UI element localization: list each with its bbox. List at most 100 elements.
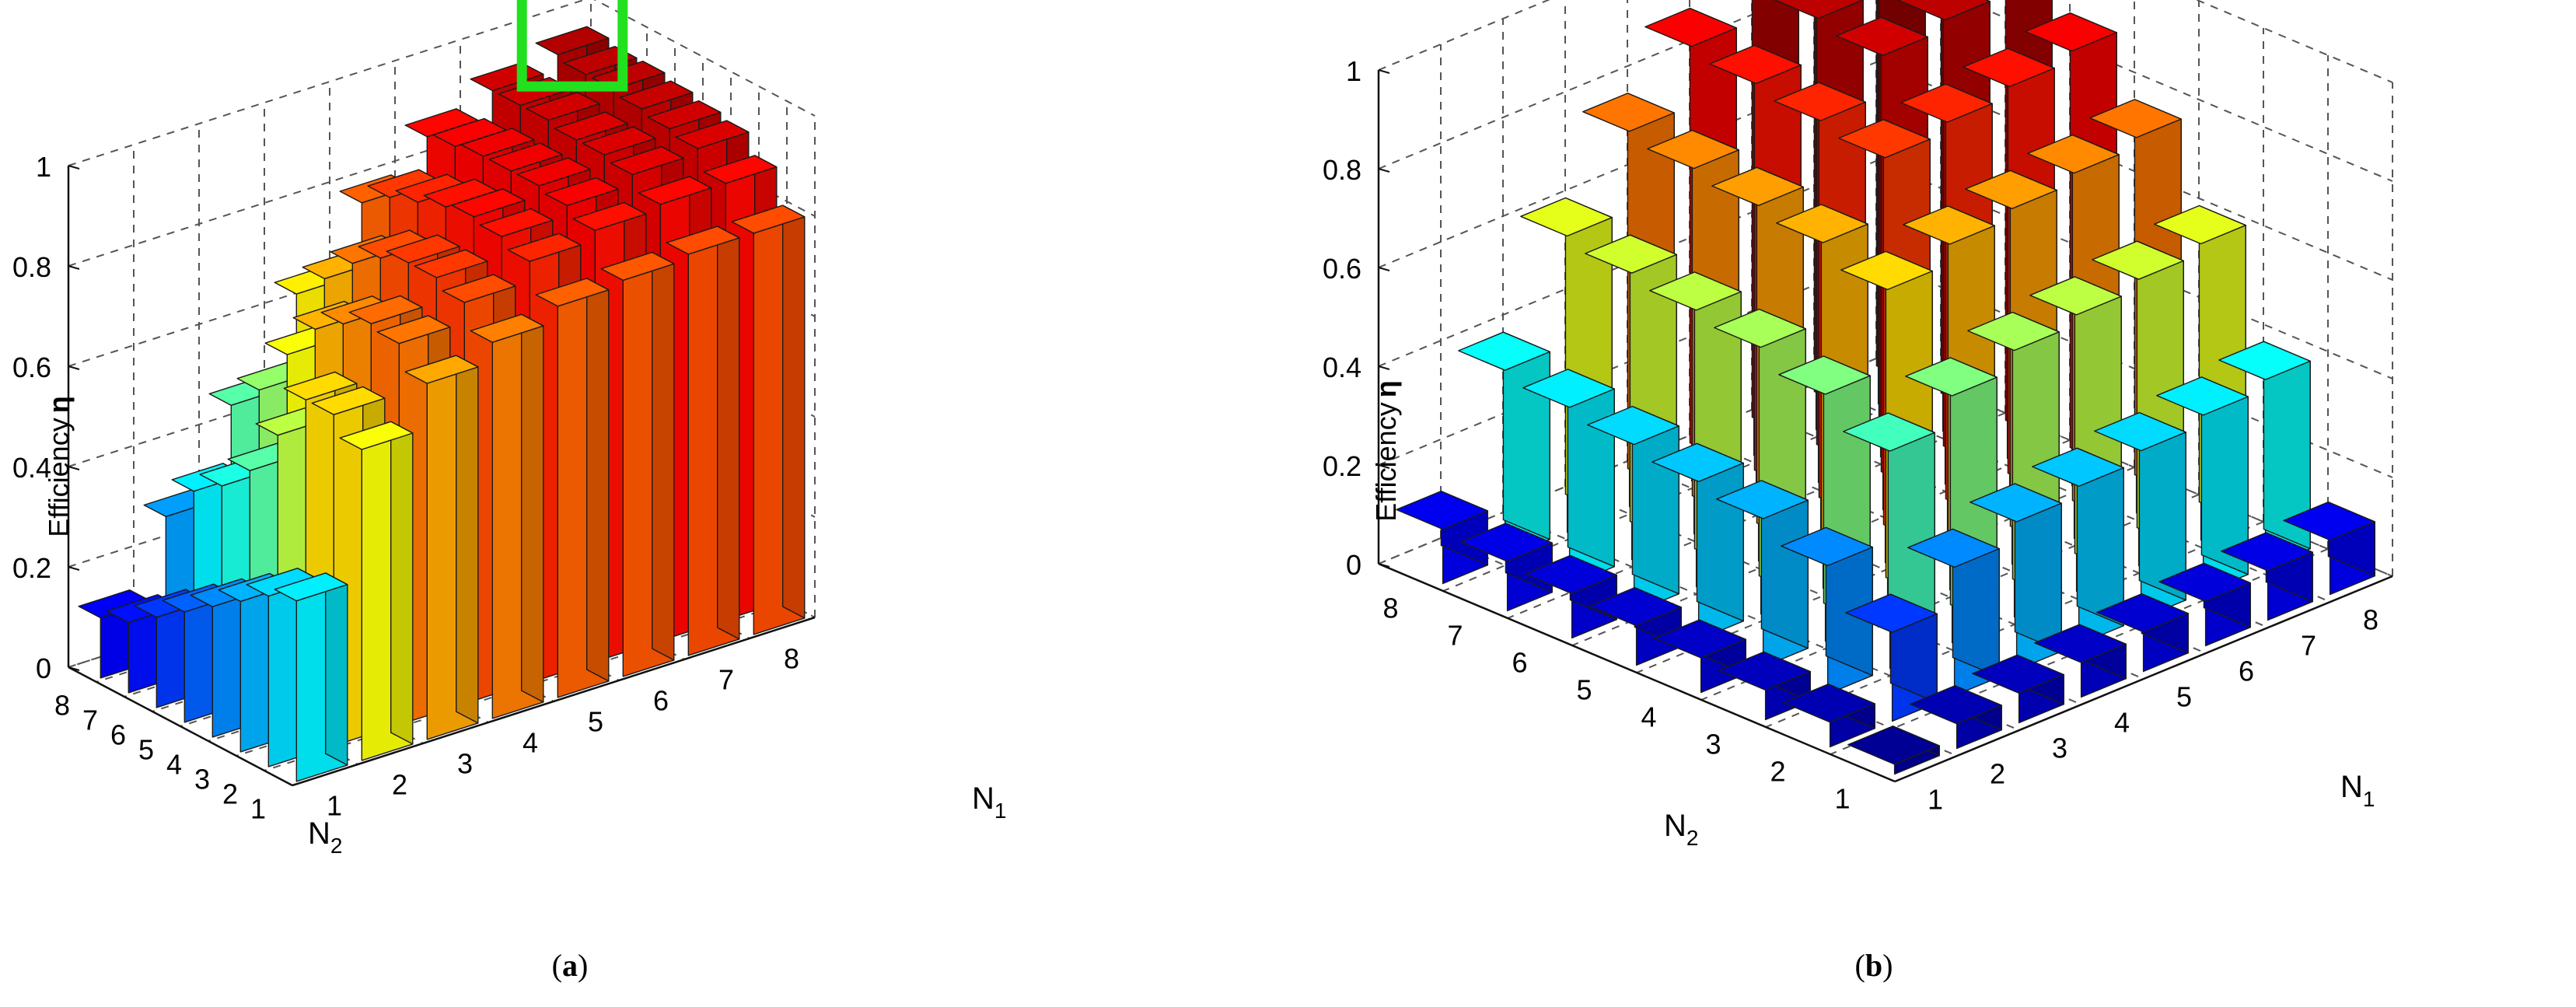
panel-a-chart: 00.20.40.60.811234567812345678N1N2Effici… (12, 0, 1006, 858)
bar (1783, 684, 1875, 748)
bar-top-face (274, 572, 348, 602)
bar (1654, 619, 1746, 694)
bar-top-face (582, 126, 656, 156)
n1-tick-label: 8 (784, 643, 799, 675)
bar-top-face (647, 100, 722, 130)
n1-tick-label: 8 (2363, 604, 2379, 636)
bar-top-face (1965, 170, 2057, 209)
n1-tick-label: 4 (2114, 707, 2130, 739)
panel-b-chart: 0 0.2 0.4 0.6 0.8 1 1 2 3 4 5 6 7 8 1 2 3 4 5 6 7 8 N1 N2 Effici… (1323, 0, 2393, 850)
n1-tick-label: 7 (718, 664, 734, 696)
bar (1716, 480, 1809, 668)
z-axis-label: Efficiencyη (43, 396, 75, 537)
gridline (1378, 0, 2393, 182)
bar-top-face (460, 128, 535, 157)
z-tick-label: 0.2 (12, 552, 51, 584)
n1-tick-label: 5 (588, 706, 603, 738)
bar (2158, 562, 2251, 647)
n2-tick-label: 4 (166, 749, 182, 781)
n1-tick-label: 3 (2052, 733, 2067, 764)
n1-axis-label: N1 (2340, 770, 2375, 811)
z-tick (1378, 464, 1390, 469)
bar (1652, 442, 1744, 641)
n2-tick-label: 2 (222, 778, 238, 810)
bar-top-face (339, 421, 414, 450)
bar-top-face (544, 177, 619, 206)
bar-top-face (1718, 651, 1811, 691)
bar-top-face (470, 313, 544, 343)
z-tick-label: 0.8 (12, 251, 51, 283)
bar (404, 355, 479, 740)
bar-top-face (638, 176, 712, 205)
bar-top-face (675, 120, 750, 149)
bar-top-face (2025, 12, 2117, 52)
bar-top-face (2158, 562, 2251, 602)
bar (470, 313, 544, 719)
n1-axis-label: N1 (972, 781, 1006, 823)
z-tick (1378, 267, 1390, 271)
bar-top-face (348, 295, 423, 324)
n1-tick-label: 3 (457, 748, 473, 780)
bar (2283, 502, 2375, 596)
bar-top-face (507, 233, 582, 262)
axes: 0 0.2 0.4 0.6 0.8 1 1 2 3 4 5 6 7 8 1 2 3 4 5 6 7 8 N1 N2 Effici… (1323, 55, 2393, 850)
bar (1970, 483, 2062, 671)
z-tick (68, 566, 80, 571)
bar-top-face (1589, 587, 1682, 627)
n2-axis-label: N2 (1664, 809, 1698, 850)
n2-tick-label: 3 (194, 764, 210, 795)
bar-top-face (1774, 82, 1866, 121)
z-tick (68, 265, 80, 270)
bar (1718, 651, 1811, 721)
bar-top-face (2154, 205, 2246, 245)
n2-tick-label: 1 (1834, 783, 1850, 815)
bar (535, 278, 610, 698)
z-tick-label: 0.2 (1323, 450, 1361, 482)
bar (2221, 532, 2313, 621)
bar-top-face (731, 205, 806, 234)
bar-top-face (1905, 357, 1998, 397)
bar-top-face (1847, 726, 1940, 765)
bar-top-face (311, 386, 386, 415)
n1-axis-line (1894, 575, 2393, 783)
bar (274, 572, 348, 782)
bar-top-face (1843, 412, 1935, 452)
bar (1907, 528, 2000, 697)
bar-top-face (1525, 554, 1617, 594)
z-tick (1378, 69, 1390, 74)
bar-top-face (2034, 624, 2127, 663)
z-tick-label: 0 (1346, 549, 1361, 581)
bar (1587, 405, 1679, 614)
bar-top-face (1396, 491, 1488, 530)
bar-top-face (2283, 502, 2375, 541)
n1-tick-label: 6 (653, 685, 669, 717)
bar-top-face (1585, 234, 1677, 274)
z-tick-label: 0.6 (1323, 253, 1361, 285)
bar-top-face (1714, 308, 1806, 348)
bar-top-face (1778, 355, 1871, 395)
z-tick (1378, 563, 1390, 568)
bar-top-face (554, 111, 628, 141)
bar-top-face (1967, 311, 2060, 351)
bar-top-face (1970, 483, 2062, 523)
bar-top-face (1781, 526, 1873, 567)
z-tick-label: 1 (36, 151, 51, 183)
bar-top-face (2094, 411, 2186, 452)
bar-top-face (1840, 250, 1933, 291)
n1-tick-label: 6 (2239, 656, 2254, 687)
bar (2032, 447, 2124, 645)
bar-top-face (1711, 166, 1804, 206)
bar-top-face (619, 80, 694, 110)
bar-top-face (1776, 204, 1868, 243)
bar-top-face (488, 142, 563, 172)
bar-top-face (1903, 205, 1995, 245)
bar-top-face (442, 274, 516, 303)
z-tick (1378, 365, 1390, 370)
bar-top-face (1838, 119, 1931, 159)
bar-side-face (717, 226, 740, 640)
bar-side-face (325, 572, 348, 766)
bar-top-face (1836, 16, 1928, 57)
bar-side-face (782, 205, 806, 619)
bar-top-face (2092, 240, 2184, 280)
bar-top-face (386, 234, 460, 264)
